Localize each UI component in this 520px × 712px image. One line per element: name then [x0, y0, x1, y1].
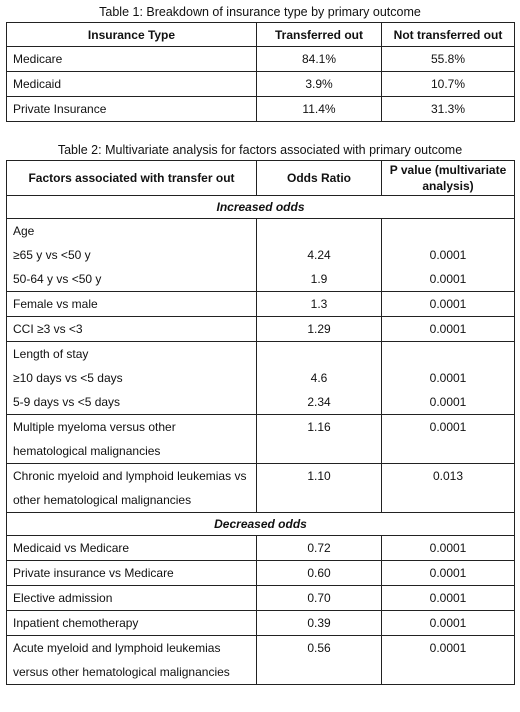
table-row: Private insurance vs Medicare 0.60 0.000…: [6, 560, 515, 586]
table-cell: Medicare: [6, 46, 257, 72]
column-header: Insurance Type: [6, 22, 257, 47]
table-cell: 0.0001: [381, 316, 515, 342]
table-row: Medicaid 3.9% 10.7%: [6, 71, 515, 97]
table-cell: 0.0001 0.0001: [381, 218, 515, 292]
table-cell: 84.1%: [256, 46, 382, 72]
table-row: Age ≥65 y vs <50 y 50-64 y vs <50 y 4.24…: [6, 218, 515, 292]
table-cell: 1.3: [256, 291, 382, 317]
table-cell: CCI ≥3 vs <3: [6, 316, 257, 342]
table-row: Multiple myeloma versus other hematologi…: [6, 414, 515, 464]
p-value: 0.0001: [429, 395, 467, 409]
table-row: Inpatient chemotherapy 0.39 0.0001: [6, 610, 515, 636]
table-cell: Inpatient chemotherapy: [6, 610, 257, 636]
p-value: 0.0001: [429, 371, 467, 385]
section-label-increased: Increased odds: [6, 195, 515, 219]
table-cell: 0.70: [256, 585, 382, 611]
table-cell: 0.0001: [381, 291, 515, 317]
column-header: P value (multivariate analysis): [381, 160, 515, 196]
table-cell: Age ≥65 y vs <50 y 50-64 y vs <50 y: [6, 218, 257, 292]
table-cell: 4.24 1.9: [256, 218, 382, 292]
column-header: Factors associated with transfer out: [6, 160, 257, 196]
table-cell: 11.4%: [256, 96, 382, 122]
table-cell: Private Insurance: [6, 96, 257, 122]
odds-ratio: 2.34: [307, 395, 331, 409]
table-cell: 1.16: [256, 414, 382, 464]
table2-caption: Table 2: Multivariate analysis for facto…: [57, 143, 463, 157]
table-header-row: Insurance Type Transferred out Not trans…: [6, 22, 515, 47]
odds-ratio: 0.56: [307, 641, 331, 655]
p-value: 0.013: [432, 469, 464, 483]
table-row: Chronic myeloid and lymphoid leukemias v…: [6, 463, 515, 513]
table-cell: Elective admission: [6, 585, 257, 611]
row-label: Chronic myeloid and lymphoid leukemias v…: [13, 469, 247, 483]
table-row: Acute myeloid and lymphoid leukemias ver…: [6, 635, 515, 685]
table-cell: 0.013: [381, 463, 515, 513]
table-cell: 0.39: [256, 610, 382, 636]
row-label: 50-64 y vs <50 y: [13, 272, 102, 286]
odds-ratio: 4.6: [310, 371, 328, 385]
table-cell: 0.72: [256, 535, 382, 561]
section-row: Increased odds: [6, 195, 515, 219]
group-label: Age: [13, 224, 35, 238]
row-label: other hematological malignancies: [13, 493, 192, 507]
table-cell: 1.10: [256, 463, 382, 513]
odds-ratio: 4.24: [307, 248, 331, 262]
table-cell: 3.9%: [256, 71, 382, 97]
row-label: Acute myeloid and lymphoid leukemias: [13, 641, 221, 655]
table-row: Elective admission 0.70 0.0001: [6, 585, 515, 611]
multivariate-analysis-table: Factors associated with transfer out Odd…: [6, 160, 515, 685]
column-header: Not transferred out: [381, 22, 515, 47]
table-cell: 0.60: [256, 560, 382, 586]
table-cell: Medicaid: [6, 71, 257, 97]
row-label: hematological malignancies: [13, 444, 161, 458]
table-cell: 0.0001: [381, 610, 515, 636]
table-row: Medicaid vs Medicare 0.72 0.0001: [6, 535, 515, 561]
p-value: 0.0001: [429, 272, 467, 286]
table-cell: 0.0001: [381, 535, 515, 561]
section-row: Decreased odds: [6, 512, 515, 536]
odds-ratio: 1.16: [307, 420, 331, 434]
table-cell: 31.3%: [381, 96, 515, 122]
table-row: Private Insurance 11.4% 31.3%: [6, 96, 515, 122]
column-header: Odds Ratio: [256, 160, 382, 196]
table-cell: Multiple myeloma versus other hematologi…: [6, 414, 257, 464]
table1-caption: Table 1: Breakdown of insurance type by …: [99, 5, 421, 19]
row-label: versus other hematological malignancies: [13, 665, 230, 679]
p-value: 0.0001: [429, 420, 467, 434]
table-cell: 0.0001: [381, 635, 515, 685]
odds-ratio: 1.9: [310, 272, 328, 286]
table-row: Female vs male 1.3 0.0001: [6, 291, 515, 317]
table-row: Length of stay ≥10 days vs <5 days 5-9 d…: [6, 341, 515, 415]
row-label: ≥10 days vs <5 days: [13, 371, 123, 385]
table-cell: 0.0001: [381, 414, 515, 464]
table-cell: Female vs male: [6, 291, 257, 317]
table-cell: Private insurance vs Medicare: [6, 560, 257, 586]
table-cell: 0.0001 0.0001: [381, 341, 515, 415]
table-cell: Chronic myeloid and lymphoid leukemias v…: [6, 463, 257, 513]
table-cell: Acute myeloid and lymphoid leukemias ver…: [6, 635, 257, 685]
table-cell: 10.7%: [381, 71, 515, 97]
insurance-type-table: Insurance Type Transferred out Not trans…: [6, 22, 515, 122]
table-cell: 0.0001: [381, 560, 515, 586]
table-row: Medicare 84.1% 55.8%: [6, 46, 515, 72]
section-label-decreased: Decreased odds: [6, 512, 515, 536]
row-label: Multiple myeloma versus other: [13, 420, 176, 434]
group-label: Length of stay: [13, 347, 89, 361]
p-value: 0.0001: [429, 641, 467, 655]
table-cell: Length of stay ≥10 days vs <5 days 5-9 d…: [6, 341, 257, 415]
table-row: CCI ≥3 vs <3 1.29 0.0001: [6, 316, 515, 342]
table-cell: 4.6 2.34: [256, 341, 382, 415]
row-label: ≥65 y vs <50 y: [13, 248, 91, 262]
table-cell: 0.0001: [381, 585, 515, 611]
p-value: 0.0001: [429, 248, 467, 262]
column-header: Transferred out: [256, 22, 382, 47]
odds-ratio: 1.10: [307, 469, 331, 483]
table-cell: 0.56: [256, 635, 382, 685]
table-header-row: Factors associated with transfer out Odd…: [6, 160, 515, 196]
table-cell: 55.8%: [381, 46, 515, 72]
row-label: 5-9 days vs <5 days: [13, 395, 121, 409]
table-cell: 1.29: [256, 316, 382, 342]
table-cell: Medicaid vs Medicare: [6, 535, 257, 561]
